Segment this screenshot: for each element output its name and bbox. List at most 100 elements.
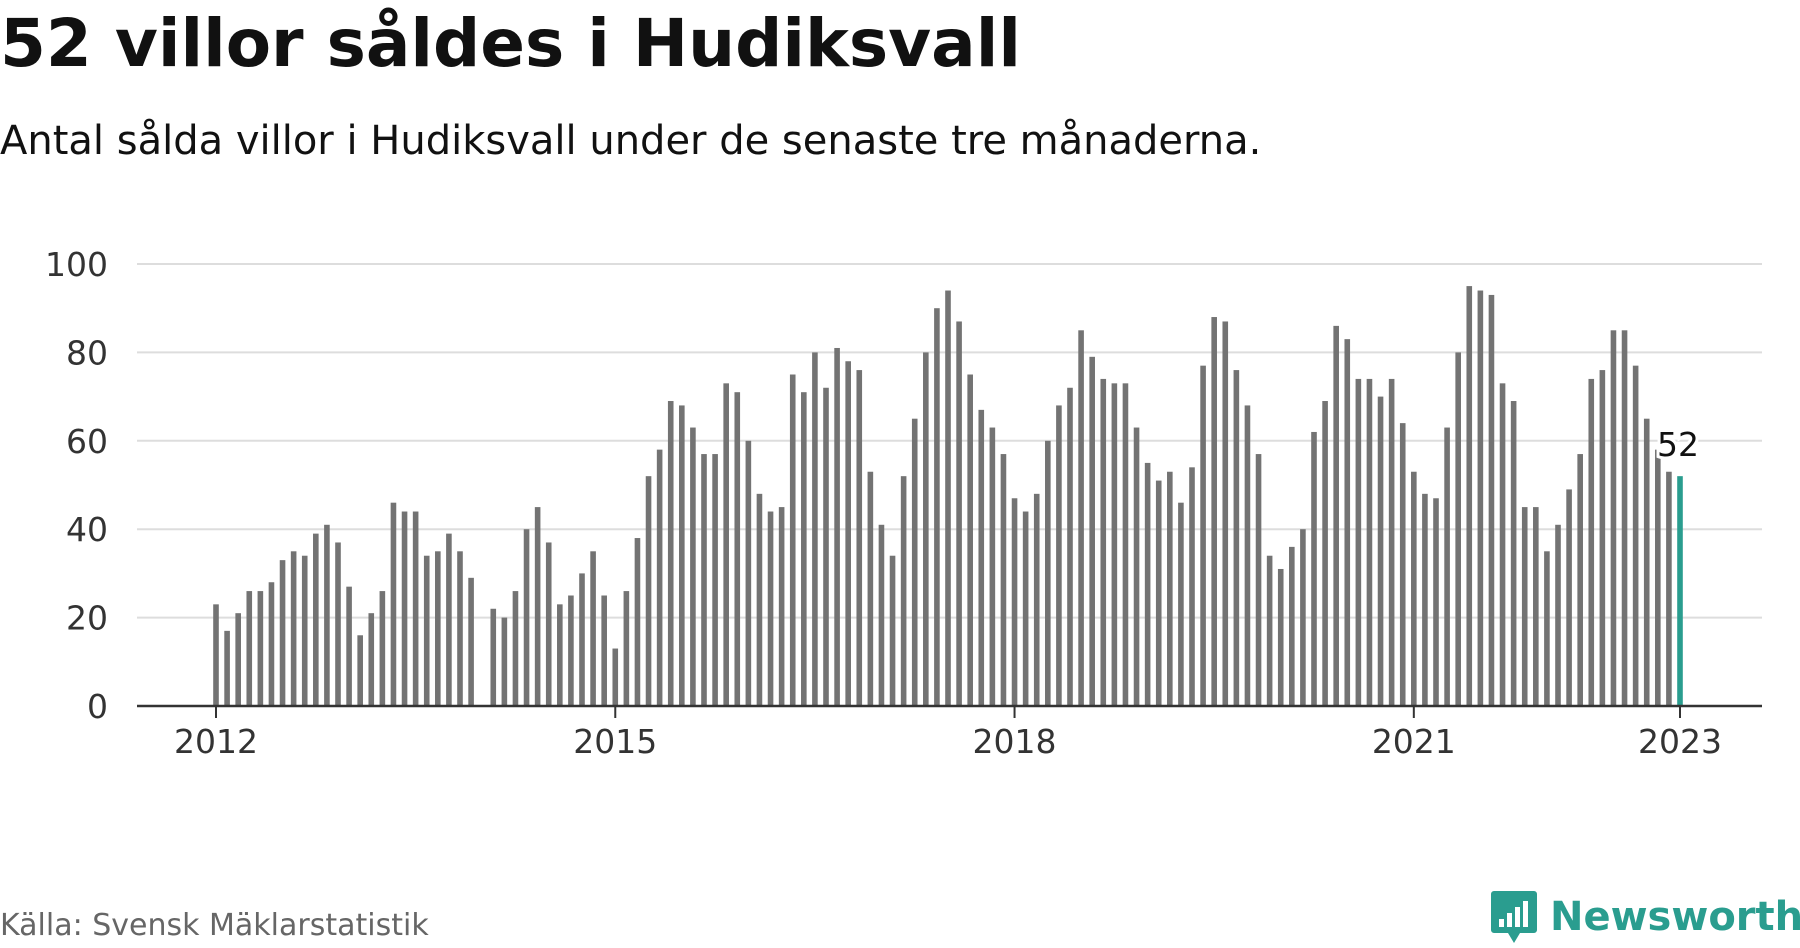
bar (468, 577, 474, 706)
bar (1521, 507, 1528, 706)
bar (1067, 387, 1073, 706)
bar (446, 533, 452, 706)
bar (1266, 555, 1273, 706)
bar (1422, 493, 1428, 706)
bar (590, 551, 596, 706)
bar (1366, 378, 1373, 706)
bar (734, 392, 741, 706)
bar (1000, 454, 1007, 706)
bar (246, 591, 253, 706)
bar (1056, 405, 1062, 706)
bar (313, 533, 319, 706)
bar (878, 524, 885, 706)
y-tick-label: 40 (66, 510, 108, 549)
bar (1167, 471, 1173, 706)
bar (656, 449, 663, 706)
bar (412, 511, 419, 706)
bar (235, 613, 241, 706)
bar (812, 352, 818, 706)
bar (934, 308, 940, 706)
bar (1533, 507, 1539, 706)
y-tick-label: 60 (66, 422, 108, 461)
bar (1178, 502, 1184, 706)
bar (1300, 529, 1306, 706)
bar (490, 608, 497, 706)
bar (1333, 325, 1339, 706)
bar (967, 374, 973, 706)
bar (1510, 401, 1517, 706)
y-tick-label: 80 (66, 333, 108, 372)
bar (1355, 378, 1362, 706)
bar (923, 352, 929, 706)
bar (1555, 524, 1561, 706)
bar (1155, 480, 1162, 706)
bar (956, 321, 962, 706)
bar (1477, 290, 1484, 706)
bar (1255, 454, 1262, 706)
bar (1455, 352, 1461, 706)
bar (1222, 321, 1229, 706)
bar (1089, 356, 1095, 706)
bar (290, 551, 297, 706)
bar (1588, 378, 1595, 706)
bar (1045, 440, 1051, 706)
bar (568, 595, 574, 706)
bar (401, 511, 408, 706)
bar (623, 591, 630, 706)
bar (1122, 383, 1129, 706)
bar (1377, 396, 1384, 706)
bar (268, 582, 275, 706)
bar (545, 542, 552, 706)
bar (1388, 378, 1395, 706)
bar (1233, 370, 1240, 706)
bar (1322, 401, 1328, 706)
bar (911, 418, 918, 706)
bar (512, 591, 519, 706)
bar (601, 595, 607, 706)
bar (1499, 383, 1506, 706)
x-axis (137, 704, 1762, 718)
bar (1621, 330, 1628, 706)
bar (257, 591, 264, 706)
bar (834, 347, 840, 706)
bar (324, 524, 330, 706)
bar (1643, 418, 1650, 706)
bar (423, 555, 430, 706)
bar (789, 374, 796, 706)
bar (1599, 370, 1606, 706)
bar (1344, 339, 1351, 706)
x-tick-label: 2018 (973, 722, 1057, 761)
bar (1211, 317, 1217, 706)
bar (1277, 568, 1284, 706)
bar (1311, 431, 1317, 706)
bar (557, 604, 563, 706)
bar (756, 493, 763, 706)
bar (745, 440, 752, 706)
bar (1144, 462, 1151, 706)
bar (645, 476, 652, 706)
bar (1078, 330, 1084, 706)
bar (712, 454, 718, 706)
bar (213, 604, 219, 706)
bar (1666, 471, 1672, 706)
bar (1200, 365, 1206, 706)
bar (501, 617, 508, 706)
bar (767, 511, 774, 706)
y-tick-label: 20 (66, 599, 108, 638)
bar (1544, 551, 1550, 706)
bar (634, 538, 641, 706)
labels: 0 20 40 60 80 100 2012 2015 2018 2021 2023 52 (45, 245, 1722, 761)
bar (1133, 427, 1140, 706)
brand-logo: Newsworthy (1490, 889, 1800, 945)
bar (667, 401, 674, 706)
bar (357, 635, 363, 706)
bar (1632, 365, 1639, 706)
bar (1022, 511, 1029, 706)
x-tick-label: 2021 (1372, 722, 1456, 761)
bar (579, 573, 585, 706)
bar (1444, 427, 1450, 706)
bar (989, 427, 996, 706)
bar (900, 476, 907, 706)
bar (301, 555, 308, 706)
